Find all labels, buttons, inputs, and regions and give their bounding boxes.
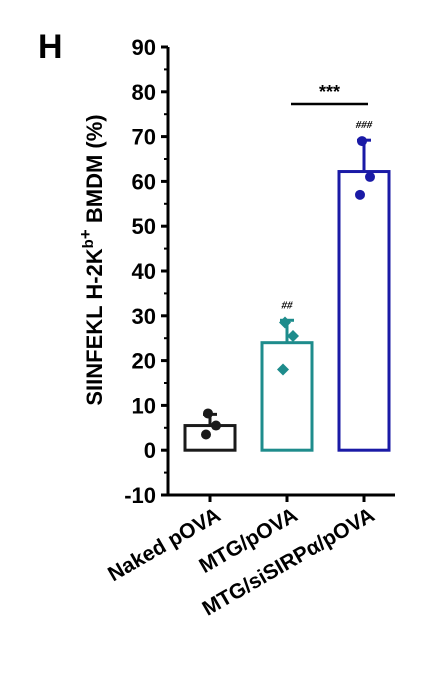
y-tick-label: 10 <box>132 393 156 418</box>
y-tick-label: 60 <box>132 169 156 194</box>
comparison-significance-label: *** <box>319 82 340 102</box>
data-point <box>201 430 211 440</box>
bar-significance-label: ### <box>355 119 373 131</box>
y-tick-label: 0 <box>144 438 156 463</box>
data-point <box>355 190 365 200</box>
bar <box>262 343 312 451</box>
y-axis-title-sup-plus: + <box>76 229 95 239</box>
data-point <box>287 330 299 342</box>
y-tick-label: 70 <box>132 125 156 150</box>
data-point <box>357 136 367 146</box>
y-tick-label: 20 <box>132 349 156 374</box>
data-point <box>211 421 221 431</box>
y-tick-label: 80 <box>132 80 156 105</box>
data-point <box>365 172 375 182</box>
y-axis-title-main: SIINFEKL H-2K <box>82 248 107 405</box>
y-tick-label: 50 <box>132 214 156 239</box>
y-tick-label: 40 <box>132 259 156 284</box>
y-axis-title-rest: BMDM (%) <box>82 114 107 229</box>
bars <box>185 140 389 450</box>
bar <box>339 172 389 451</box>
y-axis: -10 0 10 20 30 40 50 60 70 80 90 <box>124 35 168 508</box>
panel-label: H <box>38 28 63 66</box>
bar <box>185 426 235 451</box>
y-tick-label: 30 <box>132 304 156 329</box>
data-point <box>203 408 213 418</box>
y-axis-title: SIINFEKL H-2Kb+ BMDM (%) <box>76 114 107 405</box>
y-tick-label: -10 <box>124 483 156 508</box>
y-axis-title-sup-b: b <box>80 239 97 248</box>
data-point <box>279 317 291 329</box>
y-tick-label: 90 <box>132 35 156 60</box>
bar-significance-label: ## <box>281 299 294 311</box>
